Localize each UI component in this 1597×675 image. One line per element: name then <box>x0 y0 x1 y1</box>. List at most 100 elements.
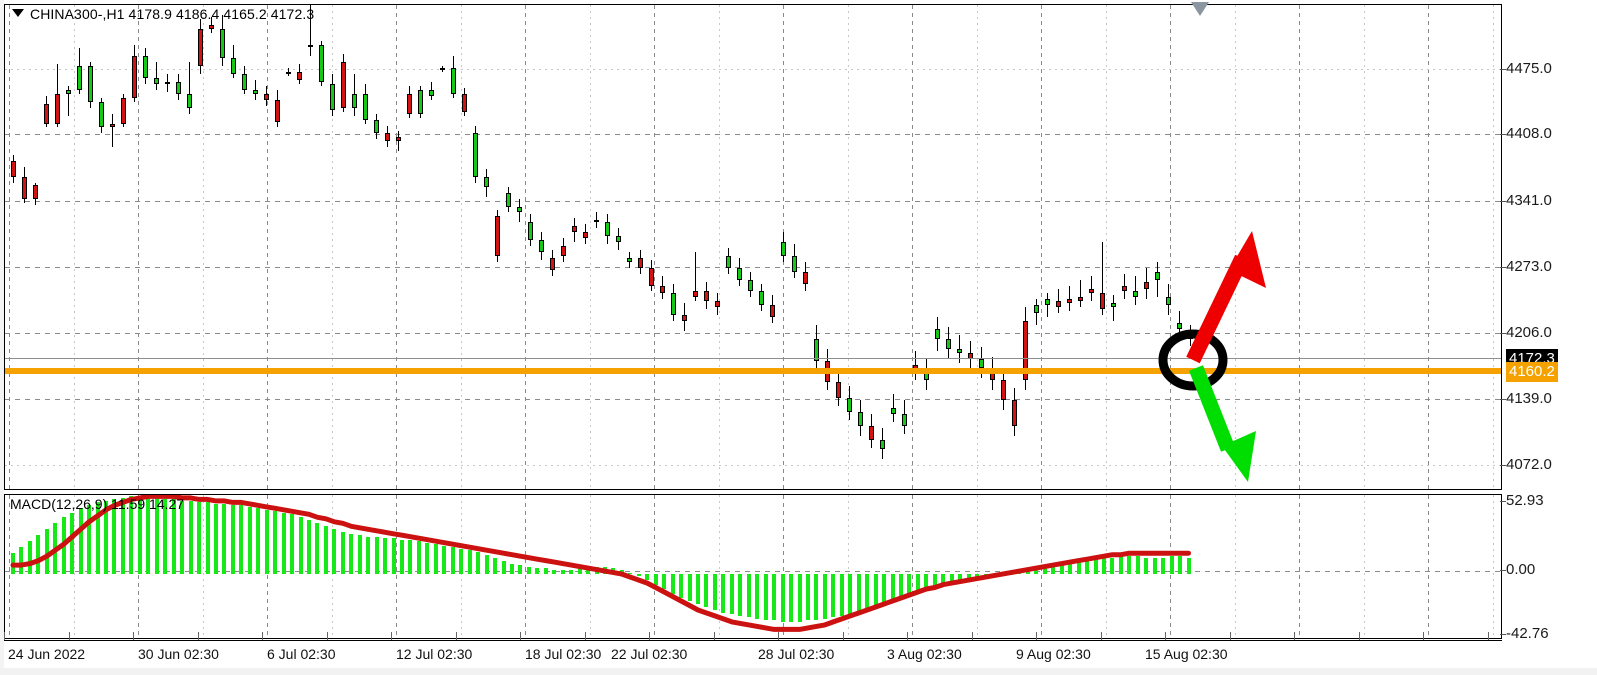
order-level-badge[interactable]: 4160.2 <box>1506 362 1558 382</box>
axis-tick <box>907 632 908 640</box>
gridline-vertical <box>1041 5 1042 489</box>
candle-body <box>572 226 577 233</box>
axis-tick <box>842 632 844 640</box>
axis-tick <box>1100 632 1102 640</box>
axis-tick <box>1500 201 1506 202</box>
axis-tick <box>1500 69 1506 70</box>
axis-tick <box>971 632 973 640</box>
time-axis-label: 28 Jul 02:30 <box>758 646 835 662</box>
macd-bar <box>27 541 32 575</box>
axis-tick <box>1500 465 1506 466</box>
candlestick <box>77 5 82 489</box>
candlestick <box>726 5 731 489</box>
candlestick <box>770 5 775 489</box>
gridline-horizontal <box>5 201 1501 202</box>
candlestick <box>407 5 412 489</box>
macd-bar <box>433 544 438 575</box>
candlestick <box>880 5 885 489</box>
macd-bar <box>509 563 514 575</box>
gridline-vertical <box>847 495 849 638</box>
time-axis-label: 3 Aug 02:30 <box>887 646 962 662</box>
macd-signal-line <box>10 495 1191 632</box>
macd-bar <box>839 574 844 616</box>
candlestick <box>319 5 324 489</box>
macd-bar <box>949 574 954 585</box>
gridline-vertical <box>976 495 978 638</box>
candle-body <box>935 328 940 339</box>
candlestick <box>1144 5 1149 489</box>
macd-bar <box>137 496 142 575</box>
candle-body <box>143 56 148 79</box>
candle-body <box>1078 297 1083 302</box>
macd-bar <box>789 574 794 622</box>
candle-body <box>561 246 566 256</box>
macd-bar <box>154 497 159 575</box>
candlestick <box>429 5 434 489</box>
candle-body <box>1034 305 1039 314</box>
triangle-down-icon[interactable] <box>12 9 24 17</box>
candlestick <box>374 5 379 489</box>
axis-tick <box>1487 632 1489 640</box>
gridline-vertical <box>589 5 591 489</box>
macd-bar <box>899 574 903 598</box>
candlestick <box>451 5 456 489</box>
macd-bar <box>1135 556 1140 575</box>
gridline-vertical <box>1428 5 1429 489</box>
candlestick <box>748 5 753 489</box>
macd-indicator-label: MACD(12,26,9) 11.59 14.27 <box>10 496 185 512</box>
order-level-line[interactable] <box>5 368 1501 374</box>
candle-body <box>33 184 38 199</box>
macd-bar <box>332 529 337 575</box>
macd-bar <box>1051 566 1056 575</box>
candlestick <box>11 5 16 489</box>
gridline-vertical <box>654 5 655 489</box>
macd-bar <box>958 574 963 584</box>
candle-body <box>209 24 214 29</box>
macd-bar <box>391 538 396 575</box>
macd-bar <box>87 505 92 575</box>
macd-bar <box>459 548 464 575</box>
candle-body <box>187 93 192 108</box>
macd-signal-path <box>10 495 1191 632</box>
candle-body <box>1111 303 1116 308</box>
axis-tick <box>1358 632 1360 640</box>
macd-bar <box>577 568 582 575</box>
marker-triangle-icon[interactable] <box>1191 2 1209 16</box>
macd-bar <box>188 500 193 575</box>
candle-body <box>1155 271 1160 280</box>
macd-bar <box>662 574 667 590</box>
axis-tick <box>1423 632 1424 640</box>
candle-body <box>748 279 753 292</box>
time-axis-label: 12 Jul 02:30 <box>396 646 473 662</box>
macd-bar <box>941 574 946 587</box>
candle-body <box>462 93 467 112</box>
candle-wick <box>189 62 190 114</box>
candle-wick <box>1069 285 1070 312</box>
candlestick <box>528 5 533 489</box>
macd-bar <box>687 574 692 601</box>
macd-bar <box>1101 557 1106 575</box>
candlestick <box>143 5 148 489</box>
candle-wick <box>310 5 311 57</box>
macd-bar <box>1161 557 1166 575</box>
macd-bar <box>146 497 151 575</box>
candlestick <box>308 5 313 489</box>
candlestick <box>517 5 522 489</box>
price-axis-label: 4408.0 <box>1506 125 1552 142</box>
macd-bar <box>70 512 75 575</box>
macd-bar <box>290 514 295 575</box>
gridline-vertical <box>1363 5 1365 489</box>
candlestick <box>286 5 291 489</box>
candle-body <box>363 93 368 120</box>
candle-wick <box>68 85 69 116</box>
candle-body <box>418 89 423 114</box>
candlestick <box>88 5 93 489</box>
candle-body <box>836 382 841 399</box>
macd-plot[interactable] <box>5 495 1501 638</box>
candle-body <box>539 240 544 252</box>
macd-bar <box>890 574 895 601</box>
macd-bar <box>586 568 591 575</box>
candle-wick <box>211 16 212 33</box>
candlestick <box>682 5 687 489</box>
price-chart-plot[interactable] <box>5 5 1501 489</box>
